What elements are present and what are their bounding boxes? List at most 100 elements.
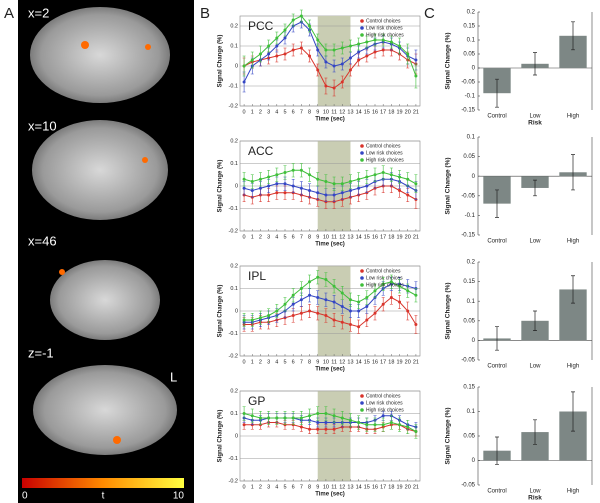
y-tick-label: 0.15 — [463, 279, 475, 285]
legend-label: Low risk choices — [366, 400, 403, 406]
error-bar — [571, 21, 575, 51]
x-tick-label: 20 — [405, 234, 411, 240]
legend-label: Control choices — [366, 18, 401, 24]
y-tick-label: -0.1 — [465, 213, 476, 219]
series-line — [244, 422, 417, 432]
colorbar-min: 0 — [22, 491, 28, 502]
x-tick-label: 0 — [243, 484, 246, 490]
y-tick-label: -0.05 — [461, 358, 475, 364]
data-point — [340, 80, 344, 84]
y-tick-label: -0.2 — [229, 478, 238, 484]
data-point — [332, 284, 336, 288]
data-point — [357, 177, 361, 181]
x-tick-label: 3 — [267, 109, 270, 115]
activation — [59, 269, 65, 275]
x-tick-label: 5 — [283, 484, 286, 490]
y-tick-label: 0.15 — [463, 385, 475, 391]
data-point — [275, 416, 279, 420]
x-tick-label: 15 — [364, 359, 370, 365]
data-point — [348, 323, 352, 326]
y-tick-label: 0.1 — [230, 411, 238, 417]
legend-label: Low risk choices — [366, 275, 403, 281]
data-point — [365, 54, 369, 58]
x-tick-label: 1 — [251, 109, 254, 115]
data-point — [291, 302, 295, 306]
legend-label: High risk choices — [366, 157, 404, 163]
x-tick-label: 11 — [331, 234, 337, 240]
data-point — [373, 311, 377, 315]
data-point — [365, 423, 369, 427]
y-tick-label: -0.15 — [461, 108, 475, 114]
data-point — [291, 48, 295, 52]
data-point — [340, 305, 344, 308]
data-point — [357, 50, 361, 54]
data-point — [348, 44, 352, 48]
data-point — [275, 44, 279, 48]
data-point — [414, 74, 418, 78]
legend-marker — [360, 26, 364, 30]
x-tick-label: 13 — [347, 484, 353, 490]
data-point — [340, 62, 344, 66]
data-point — [414, 430, 418, 433]
data-point — [258, 416, 262, 420]
x-tick-label: 10 — [323, 359, 329, 365]
legend-label: Control choices — [366, 268, 401, 274]
x-tick-label: 2 — [259, 484, 262, 490]
data-point — [242, 177, 246, 181]
x-tick-label: 4 — [275, 109, 278, 115]
data-point — [242, 64, 246, 68]
data-point — [267, 314, 271, 317]
y-axis-label: Signal Change (%) — [445, 407, 452, 464]
legend-marker — [360, 269, 364, 273]
y-tick-label: 0 — [472, 338, 476, 344]
data-point — [242, 412, 246, 415]
data-point — [398, 300, 402, 304]
data-point — [348, 298, 352, 302]
data-point — [348, 189, 352, 192]
chart-title: GP — [248, 394, 265, 408]
x-tick-label: Low — [529, 239, 541, 245]
data-point — [348, 68, 352, 72]
slice-label: x=46 — [28, 233, 57, 248]
brain-slice — [32, 120, 168, 220]
x-tick-label: Control — [487, 364, 506, 370]
legend-label: Control choices — [366, 143, 401, 149]
data-point — [275, 309, 279, 313]
x-tick-label: 16 — [372, 359, 378, 365]
data-point — [308, 414, 312, 418]
y-tick-label: -0.05 — [461, 483, 475, 489]
x-tick-label: 7 — [300, 359, 303, 365]
colorbar — [22, 478, 184, 488]
data-point — [291, 314, 295, 317]
x-tick-label: 17 — [380, 234, 386, 240]
series-line — [243, 185, 417, 203]
data-point — [250, 318, 254, 322]
data-point — [381, 282, 385, 286]
panel-label: C — [424, 5, 435, 22]
y-tick-label: -0.2 — [229, 228, 238, 234]
x-tick-label: 9 — [316, 234, 319, 240]
data-point — [283, 191, 287, 195]
x-tick-label: 10 — [323, 484, 329, 490]
data-point — [398, 284, 402, 288]
series-line — [243, 413, 417, 432]
x-tick-label: 11 — [331, 484, 337, 490]
data-point — [308, 54, 312, 58]
y-tick-label: 0.05 — [463, 318, 475, 324]
data-point — [242, 186, 246, 190]
data-point — [332, 318, 336, 322]
data-point — [340, 46, 344, 50]
data-point — [348, 418, 352, 422]
y-axis-label: Signal Change (%) — [445, 157, 452, 214]
x-tick-label: 17 — [380, 109, 386, 115]
legend-marker — [360, 276, 364, 280]
x-tick-label: 7 — [300, 484, 303, 490]
x-tick-label: 2 — [259, 359, 262, 365]
y-tick-label: -0.1 — [229, 206, 238, 212]
data-point — [308, 280, 312, 284]
data-point — [283, 171, 287, 174]
x-tick-label: 18 — [388, 484, 394, 490]
data-point — [258, 177, 262, 181]
data-point — [275, 182, 279, 186]
error-bar — [495, 189, 499, 218]
